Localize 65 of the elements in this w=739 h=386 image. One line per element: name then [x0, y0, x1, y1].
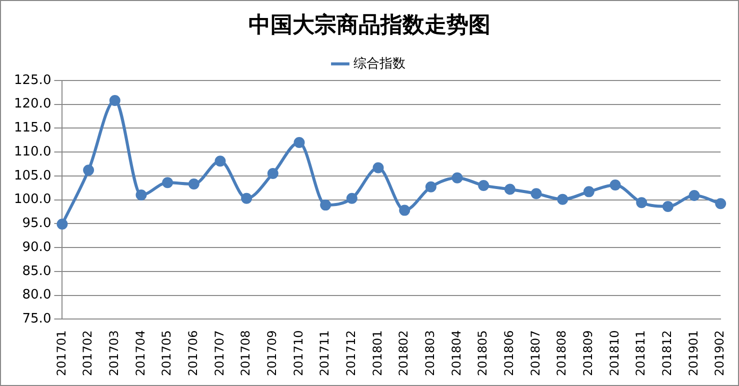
point: [214, 156, 226, 167]
point: [557, 194, 568, 205]
y-tick-label: 105.0: [14, 168, 52, 184]
y-tick-label: 120.0: [14, 96, 52, 112]
y-tick-label: 115.0: [14, 120, 52, 136]
y-tick-label: 90.0: [22, 240, 52, 255]
point: [452, 172, 463, 184]
x-tick-label: 201806: [502, 330, 516, 376]
point: [504, 184, 516, 195]
x-tick-label: 201705: [160, 330, 174, 376]
x-tick-label: 201707: [212, 330, 226, 376]
chart-title: 中国大宗商品指数走势图: [248, 12, 490, 38]
x-tick-label: 201811: [634, 330, 648, 376]
x-tick-label: 201804: [449, 330, 464, 376]
x-tick-label: 201808: [554, 330, 569, 376]
x-tick-label: 201702: [80, 330, 95, 376]
y-tick-label: 125.0: [14, 72, 52, 88]
point: [399, 204, 410, 216]
point: [109, 94, 120, 106]
x-tick-label: 201809: [581, 330, 596, 376]
y-tick-label: 85.0: [22, 264, 52, 279]
point: [662, 200, 674, 212]
point: [478, 180, 490, 191]
y-tick-label: 110.0: [14, 144, 52, 160]
point: [372, 162, 384, 174]
point: [688, 190, 700, 201]
x-tick-label: 201812: [660, 330, 674, 376]
point: [320, 200, 332, 211]
x-tick-label: 201710: [291, 330, 306, 376]
point: [136, 190, 147, 201]
point: [188, 178, 200, 190]
x-tick-label: 201704: [133, 330, 148, 376]
y-tick-label: 75.0: [22, 312, 52, 327]
point: [294, 136, 305, 148]
point: [56, 218, 68, 230]
x-tick-label: 201708: [238, 330, 253, 376]
x-tick-label: 201802: [396, 330, 411, 376]
point: [583, 186, 594, 198]
x-tick-label: 201709: [265, 330, 280, 376]
x-tick-label: 201810: [607, 330, 622, 376]
point: [346, 192, 358, 204]
point: [636, 197, 648, 208]
y-tick-label: 95.0: [22, 216, 52, 232]
point: [610, 179, 621, 190]
x-tick-label: 201805: [476, 330, 490, 376]
x-tick-label: 201803: [423, 330, 438, 376]
point: [715, 198, 726, 210]
x-tick-label: 201807: [528, 330, 542, 376]
legend-label: 综合指数: [353, 56, 406, 72]
x-tick-label: 201706: [186, 330, 200, 376]
point: [162, 177, 174, 188]
x-tick-label: 201712: [344, 330, 358, 376]
x-tick-label: 201701: [54, 330, 68, 376]
y-tick-label: 100.0: [14, 192, 52, 208]
point: [267, 168, 278, 180]
point: [83, 164, 94, 176]
x-tick-label: 201711: [318, 330, 332, 376]
x-tick-label: 201901: [686, 330, 700, 376]
point: [530, 188, 542, 200]
point: [425, 181, 436, 192]
point: [241, 192, 252, 204]
x-tick-label: 201902: [712, 330, 727, 376]
x-tick-label: 201703: [107, 330, 122, 376]
y-tick-label: 80.0: [22, 288, 52, 303]
x-tick-label: 201801: [370, 330, 384, 376]
